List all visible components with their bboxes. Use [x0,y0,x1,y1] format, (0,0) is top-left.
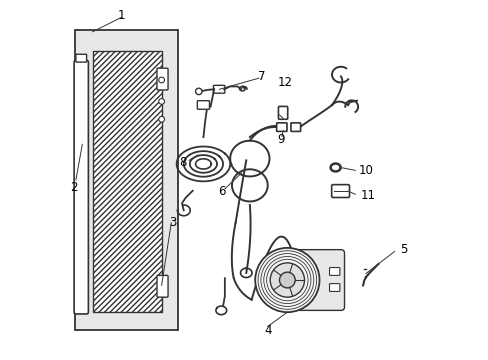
Text: 2: 2 [70,181,77,194]
FancyBboxPatch shape [278,107,287,119]
Circle shape [195,88,202,95]
FancyBboxPatch shape [329,284,339,292]
Text: 9: 9 [277,134,285,147]
FancyBboxPatch shape [197,101,209,109]
Text: 8: 8 [179,156,186,168]
Text: 10: 10 [358,164,373,177]
Text: 1: 1 [117,9,125,22]
Text: 6: 6 [218,185,225,198]
FancyBboxPatch shape [331,185,349,198]
FancyBboxPatch shape [75,30,178,330]
Circle shape [279,272,295,288]
Text: 4: 4 [264,324,271,337]
FancyBboxPatch shape [157,68,168,90]
FancyBboxPatch shape [296,249,344,310]
FancyBboxPatch shape [213,85,224,93]
Text: 12: 12 [277,76,292,89]
FancyBboxPatch shape [276,123,286,131]
Polygon shape [93,51,162,312]
Text: 7: 7 [257,70,265,83]
Text: 5: 5 [399,243,407,256]
FancyBboxPatch shape [290,123,300,131]
FancyBboxPatch shape [74,60,88,314]
Text: 11: 11 [360,189,374,202]
FancyBboxPatch shape [157,275,168,297]
Circle shape [159,99,164,104]
Circle shape [159,77,164,83]
Circle shape [159,116,164,122]
Circle shape [255,248,319,312]
Text: 3: 3 [169,216,176,229]
FancyBboxPatch shape [76,54,86,62]
Circle shape [270,263,304,297]
FancyBboxPatch shape [329,267,339,275]
